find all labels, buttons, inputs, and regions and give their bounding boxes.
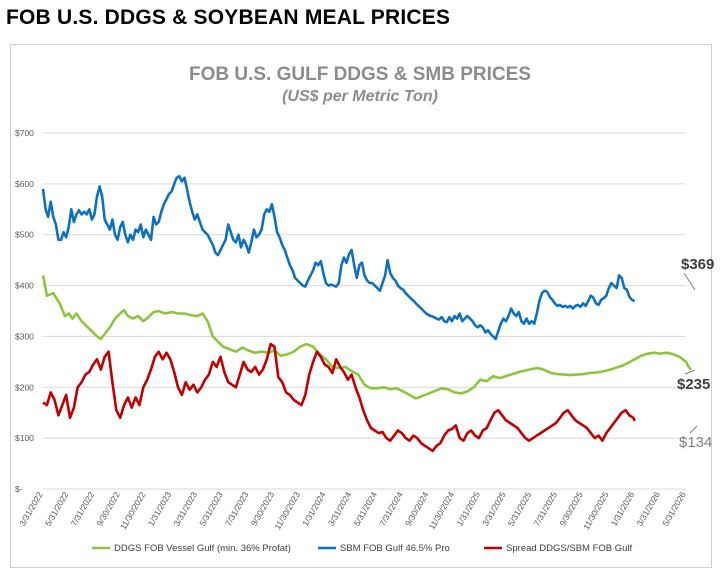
x-tick-label: 3/31/2024 xyxy=(326,490,354,528)
ddgs-annotation-leader xyxy=(684,369,696,375)
chart-title: FOB U.S. GULF DDGS & SMB PRICES xyxy=(189,64,531,85)
x-tick-label: 3/31/2025 xyxy=(480,490,508,528)
chart-subtitle: (US$ per Metric Ton) xyxy=(282,88,438,105)
x-tick-label: 1/31/2025 xyxy=(454,490,482,528)
x-tick-label: 1/31/2023 xyxy=(146,490,174,528)
x-tick-label: 7/31/2023 xyxy=(223,490,251,528)
chart-frame xyxy=(10,44,712,568)
y-tick-label: $200 xyxy=(15,382,34,392)
x-tick-label: 11/30/2023 xyxy=(272,490,302,532)
gridlines xyxy=(43,132,686,490)
x-axis-ticks: 3/31/20225/31/20227/31/20229/30/202211/3… xyxy=(17,490,688,532)
x-tick-label: 5/31/2023 xyxy=(197,490,225,528)
x-tick-label: 3/31/2023 xyxy=(171,490,199,528)
legend: DDGS FOB Vessel Gulf (min. 36% Profat) SB… xyxy=(92,543,633,554)
series-lines xyxy=(41,174,693,453)
x-tick-label: 9/30/2022 xyxy=(94,490,122,528)
x-tick-label: 7/31/2024 xyxy=(377,490,405,528)
spread-series-line xyxy=(42,342,636,453)
y-axis-ticks: $- $100 $200 $300 $400 $500 $600 $700 xyxy=(15,128,34,494)
x-tick-label: 7/31/2022 xyxy=(69,490,97,528)
x-tick-label: 5/31/2022 xyxy=(43,490,71,528)
y-tick-label: $400 xyxy=(15,281,34,291)
x-tick-label: 5/31/2026 xyxy=(660,490,688,528)
x-tick-label: 11/30/2025 xyxy=(581,490,611,532)
x-tick-label: 5/31/2024 xyxy=(352,490,380,528)
y-tick-label: $500 xyxy=(15,230,34,240)
x-tick-label: 3/31/2022 xyxy=(17,490,45,528)
x-tick-label: 5/31/2025 xyxy=(506,490,534,528)
ddgs-series-line xyxy=(41,275,693,400)
y-tick-label: $- xyxy=(15,484,23,494)
ddgs-legend-label: DDGS FOB Vessel Gulf (min. 36% Profat) xyxy=(114,543,291,554)
x-tick-label: 11/30/2024 xyxy=(427,490,457,532)
sbm-annotation-leader xyxy=(683,272,696,291)
y-tick-label: $600 xyxy=(15,179,34,189)
x-tick-label: 3/31/2026 xyxy=(634,490,662,528)
sbm-last-value-label: $369 xyxy=(681,256,714,273)
y-tick-label: $300 xyxy=(15,331,34,341)
x-tick-label: 1/31/2026 xyxy=(609,490,637,528)
x-tick-label: 1/31/2024 xyxy=(300,490,328,528)
x-tick-label: 7/31/2025 xyxy=(532,490,560,528)
y-tick-label: $100 xyxy=(15,433,34,443)
page-title: FOB U.S. DDGS & SOYBEAN MEAL PRICES xyxy=(6,6,451,29)
spread-legend-label: Spread DDGS/SBM FOB Gulf xyxy=(506,543,633,554)
x-tick-label: 9/30/2025 xyxy=(557,490,585,528)
ddgs-last-value-label: $235 xyxy=(677,376,710,393)
sbm-series-line xyxy=(41,174,636,341)
x-tick-label: 9/30/2024 xyxy=(403,490,431,528)
annotations: $369 $235 $134 xyxy=(677,256,714,451)
x-tick-label: 9/30/2023 xyxy=(249,490,277,528)
spread-last-value-label: $134 xyxy=(679,434,712,451)
sbm-legend-label: SBM FOB Gulf 46.5% Pro xyxy=(340,543,450,554)
y-tick-label: $700 xyxy=(15,128,34,138)
x-tick-label: 11/30/2022 xyxy=(118,490,148,532)
spread-annotation-leader xyxy=(689,425,698,434)
